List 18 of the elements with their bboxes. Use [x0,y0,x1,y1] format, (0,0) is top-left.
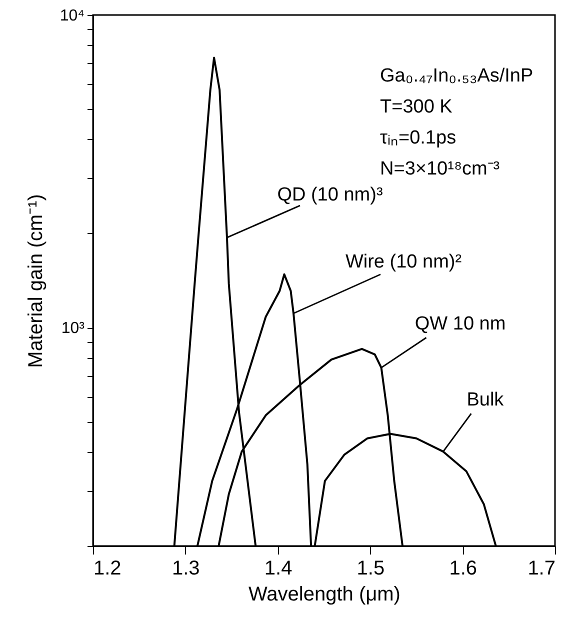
annotation: T=300 K [380,96,453,118]
annotation: τᵢₙ=0.1ps [380,128,456,148]
x-tick-label: 1.5 [356,558,385,580]
x-axis-title: Wavelength (μm) [248,584,400,606]
x-tick-label: 1.6 [449,558,478,580]
y-axis-title: Material gain (cm⁻¹) [24,194,47,368]
x-tick-label: 1.4 [264,558,292,580]
text: QD (10 nm)³ [277,184,383,206]
x-tick-label: 1.2 [94,558,122,580]
y-tick-label: 10³ [61,320,86,338]
text: QW 10 nm [414,314,506,335]
x-tick-label: 1.7 [528,558,556,580]
annotation: N=3×10¹⁸cm⁻³ [380,158,500,180]
text: Bulk [466,390,504,411]
annotation: Ga₀.₄₇In₀.₅₃As/InP [380,66,534,86]
x-tick-label: 1.3 [172,558,200,580]
text: Wire (10 nm)² [345,251,462,272]
y-tick-label: 10⁴ [60,8,85,24]
